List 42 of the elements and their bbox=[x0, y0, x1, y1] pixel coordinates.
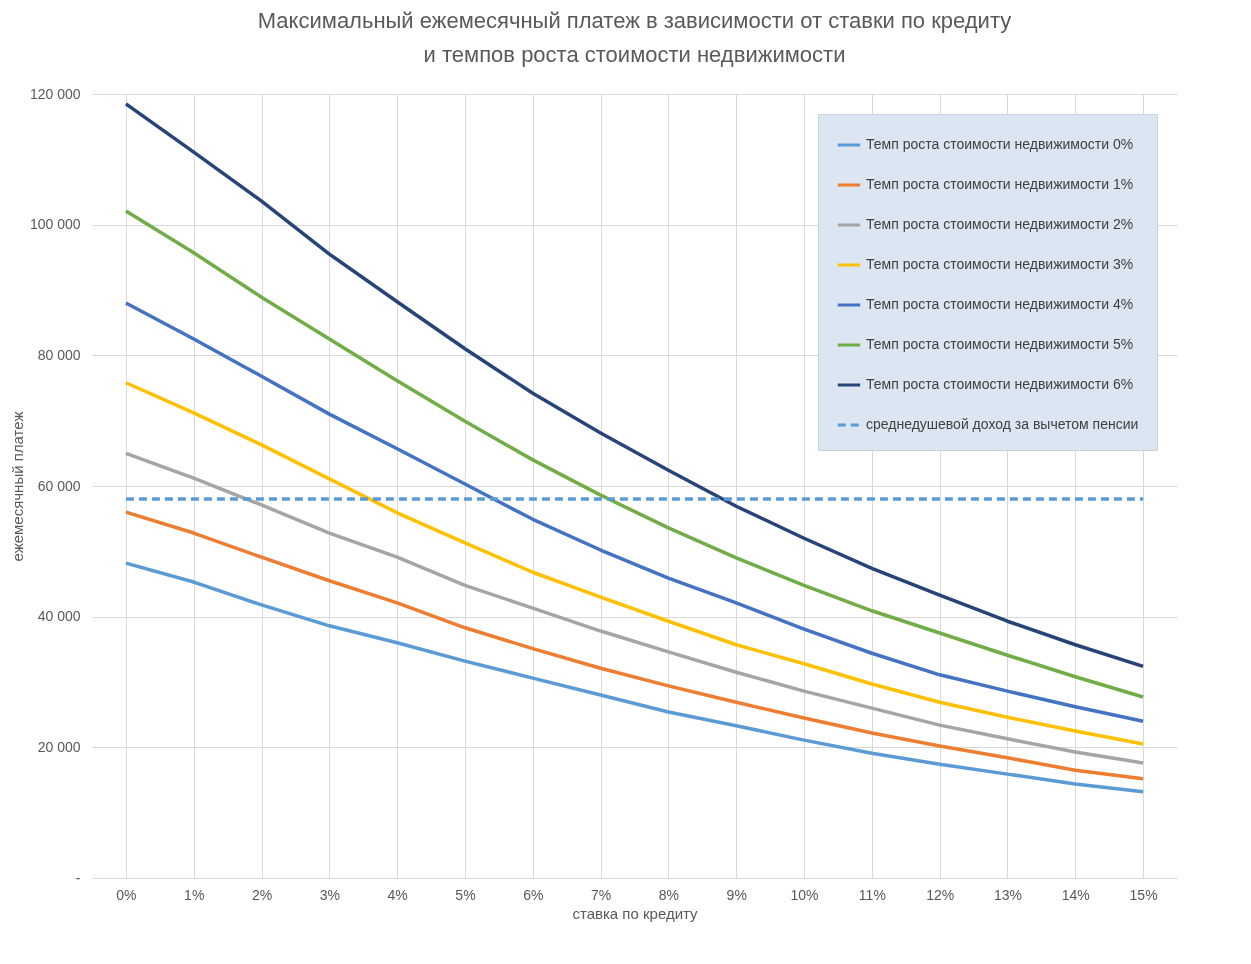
x-tick-label: 15% bbox=[1129, 886, 1158, 903]
y-tick-label: - bbox=[75, 869, 81, 886]
y-tick-label: 20 000 bbox=[37, 738, 81, 755]
legend-label: Темп роста стоимости недвижимости 3% bbox=[866, 256, 1134, 272]
x-tick-label: 10% bbox=[790, 886, 819, 903]
legend-label: Темп роста стоимости недвижимости 2% bbox=[866, 216, 1134, 232]
x-tick-label: 12% bbox=[926, 886, 955, 903]
x-tick-label: 11% bbox=[858, 886, 886, 903]
y-tick-label: 80 000 bbox=[37, 346, 81, 363]
line-series bbox=[124, 209, 1145, 699]
y-tick-label: 120 000 bbox=[29, 85, 81, 102]
line-series bbox=[124, 301, 1145, 723]
legend-label: Темп роста стоимости недвижимости 4% bbox=[866, 296, 1134, 312]
x-tick-label: 7% bbox=[590, 886, 612, 903]
legend-label: Темп роста стоимости недвижимости 1% bbox=[866, 176, 1134, 192]
x-tick-label: 5% bbox=[455, 886, 476, 903]
text: и темпов роста стоимости недвижимости bbox=[423, 42, 846, 67]
line-series bbox=[124, 451, 1145, 765]
x-tick-label: 2% bbox=[251, 886, 273, 903]
x-tick-label: 14% bbox=[1061, 886, 1090, 903]
line-series bbox=[124, 510, 1145, 781]
x-tick-label: 0% bbox=[116, 886, 137, 903]
legend-label: среднедушевой доход за вычетом пенсии bbox=[866, 416, 1139, 432]
x-tick-label: 8% bbox=[658, 886, 680, 903]
text: Максимальный ежемесячный платеж в зависимости от ставки по кредиту bbox=[257, 8, 1012, 33]
x-axis-title: ставка по кредиту bbox=[572, 904, 699, 922]
x-tick-label: 3% bbox=[319, 886, 340, 903]
x-tick-label: 13% bbox=[993, 886, 1022, 903]
line-series bbox=[124, 381, 1145, 746]
y-tick-label: 40 000 bbox=[37, 608, 81, 625]
y-tick-label: 60 000 bbox=[37, 477, 81, 494]
legend-label: Темп роста стоимости недвижимости 6% bbox=[866, 376, 1134, 392]
x-tick-label: 9% bbox=[726, 886, 747, 903]
line-series bbox=[124, 561, 1145, 794]
legend-label: Темп роста стоимости недвижимости 0% bbox=[866, 136, 1134, 152]
y-axis-title: ежемесячный платеж bbox=[8, 411, 26, 562]
x-tick-label: 1% bbox=[184, 886, 205, 903]
x-tick-label: 6% bbox=[523, 886, 544, 903]
x-tick-label: 4% bbox=[387, 886, 408, 903]
legend-label: Темп роста стоимости недвижимости 5% bbox=[866, 336, 1134, 352]
y-tick-label: 100 000 bbox=[29, 216, 81, 233]
line-series bbox=[124, 102, 1145, 669]
